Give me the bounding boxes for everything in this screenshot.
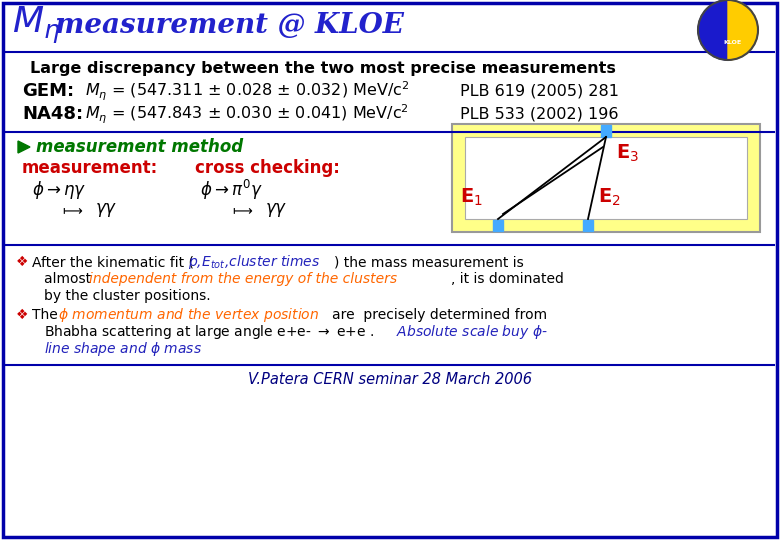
Text: PLB 533 (2002) 196: PLB 533 (2002) 196: [460, 106, 619, 122]
Text: Large discrepancy between the two most precise measurements: Large discrepancy between the two most p…: [30, 60, 616, 76]
Text: independent from the energy of the clusters: independent from the energy of the clust…: [89, 272, 397, 286]
Text: KLOE: KLOE: [723, 39, 741, 44]
Text: After the kinematic fit (: After the kinematic fit (: [32, 255, 194, 269]
Bar: [452, 124, 760, 232]
Text: ❖: ❖: [16, 308, 29, 322]
Wedge shape: [728, 0, 758, 60]
Text: $\gamma\gamma$: $\gamma\gamma$: [265, 201, 287, 219]
Text: are  precisely determined from: are precisely determined from: [332, 308, 547, 322]
Text: measurement:: measurement:: [22, 159, 158, 177]
Text: Absolute scale buy $\phi$-: Absolute scale buy $\phi$-: [396, 323, 548, 341]
Text: $\phi \rightarrow \eta\gamma$: $\phi \rightarrow \eta\gamma$: [32, 179, 87, 201]
Text: p,E$_{tot}$,cluster times: p,E$_{tot}$,cluster times: [188, 253, 321, 271]
Wedge shape: [698, 0, 728, 60]
Text: line shape and $\phi$ mass: line shape and $\phi$ mass: [44, 340, 202, 358]
Text: , it is dominated: , it is dominated: [451, 272, 564, 286]
Text: $M_{\eta}$: $M_{\eta}$: [12, 4, 60, 45]
Text: NA48:: NA48:: [22, 105, 83, 123]
Text: $\phi$ momentum and the vertex position: $\phi$ momentum and the vertex position: [58, 306, 319, 324]
Text: $\gamma\gamma$: $\gamma\gamma$: [95, 201, 118, 219]
Bar: [583, 220, 593, 231]
Text: cross checking:: cross checking:: [195, 159, 340, 177]
Text: PLB 619 (2005) 281: PLB 619 (2005) 281: [460, 84, 619, 98]
Text: GEM:: GEM:: [22, 82, 74, 100]
Text: $M_{\eta}$ = (547.311 ± 0.028 ± 0.032) MeV/c$^2$: $M_{\eta}$ = (547.311 ± 0.028 ± 0.032) M…: [85, 79, 410, 103]
Text: almost: almost: [44, 272, 95, 286]
Text: $\phi \rightarrow \pi^0\gamma$: $\phi \rightarrow \pi^0\gamma$: [200, 178, 263, 202]
Text: E$_3$: E$_3$: [616, 143, 639, 164]
Text: $\longmapsto$: $\longmapsto$: [60, 203, 84, 217]
Text: V.Patera CERN seminar 28 March 2006: V.Patera CERN seminar 28 March 2006: [248, 373, 532, 388]
Bar: [601, 125, 611, 137]
Text: by the cluster positions.: by the cluster positions.: [44, 289, 211, 303]
Text: Bhabha scattering at large angle e+e- $\rightarrow$ e+e .: Bhabha scattering at large angle e+e- $\…: [44, 323, 376, 341]
Text: measurement @ KLOE: measurement @ KLOE: [55, 11, 404, 38]
Text: ❖: ❖: [16, 255, 29, 269]
Text: $\longmapsto$: $\longmapsto$: [230, 203, 254, 217]
Polygon shape: [18, 141, 30, 153]
Text: E$_1$: E$_1$: [460, 186, 483, 208]
Text: ) the mass measurement is: ) the mass measurement is: [334, 255, 523, 269]
Bar: [493, 220, 503, 231]
Text: $M_{\eta}$ = (547.843 ± 0.030 ± 0.041) MeV/c$^2$: $M_{\eta}$ = (547.843 ± 0.030 ± 0.041) M…: [85, 103, 409, 126]
Bar: [465, 137, 747, 219]
Text: The: The: [32, 308, 62, 322]
Text: measurement method: measurement method: [36, 138, 243, 156]
Text: E$_2$: E$_2$: [598, 186, 621, 208]
